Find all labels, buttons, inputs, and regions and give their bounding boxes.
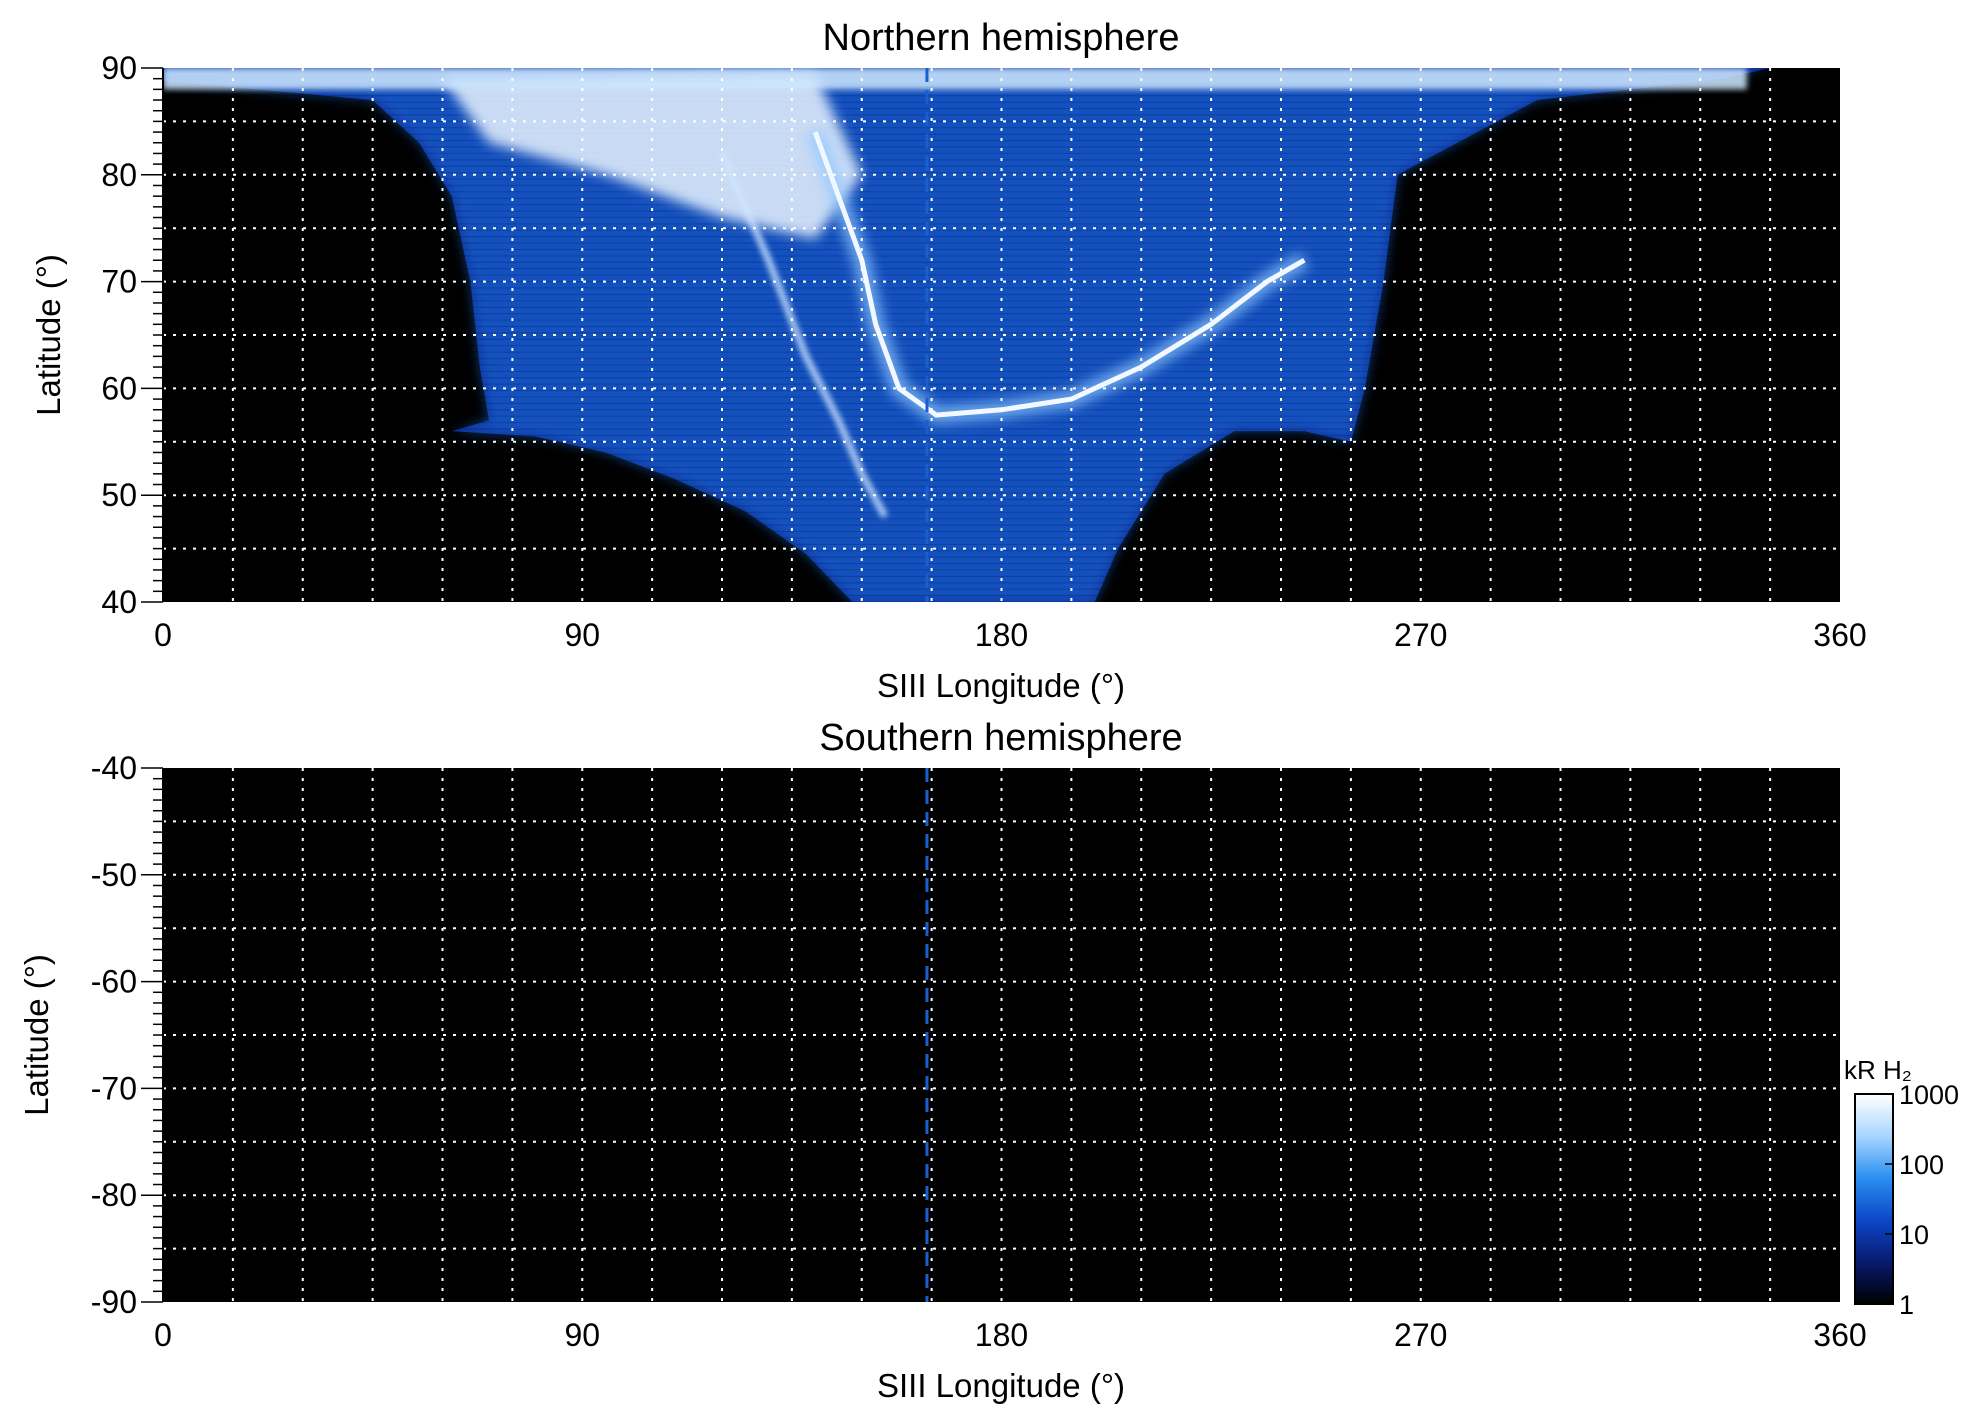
south-x-axis-label: SIII Longitude (°) [877,1367,1125,1404]
colorbar-ticks: 1 10 100 1000 [1885,1080,1959,1320]
x-tick-label: 0 [154,617,172,653]
north-x-axis-label: SIII Longitude (°) [877,667,1125,704]
colorbar-tick-label: 100 [1899,1150,1944,1180]
x-tick-label: 90 [564,617,600,653]
y-tick-label: -80 [91,1177,137,1213]
north-panel: Northern hemisphere 40 50 60 70 80 90 0 90 180 27… [30,17,1867,704]
colorbar-tick-label: 10 [1899,1220,1929,1250]
main-oval [812,131,1306,418]
bright-polar-region [442,73,862,239]
secondary-arc [718,152,889,519]
x-tick-label: 270 [1394,617,1447,653]
colorbar-tick-label: 1000 [1899,1080,1959,1110]
y-tick-label: 50 [101,477,137,513]
y-tick-label: -90 [91,1284,137,1320]
y-tick-label: -60 [91,964,137,1000]
y-tick-label: 40 [101,584,137,620]
x-tick-label: 180 [975,617,1028,653]
colorbar-title: kR H₂ [1844,1055,1912,1085]
south-plot-area [163,768,1840,1302]
colorbar: kR H₂ 1 10 100 1000 [1844,1055,1959,1320]
north-ticks: 40 50 60 70 80 90 0 90 180 270 360 [101,50,1866,653]
coverage-haze [163,68,1771,602]
y-tick-label: -40 [91,750,137,786]
south-panel: Southern hemisphere -40 -50 -60 -70 -80 -90 0 9… [18,717,1867,1404]
y-tick-label: 70 [101,264,137,300]
colorbar-tick-label: 1 [1899,1290,1914,1320]
south-y-axis-label: Latitude (°) [18,954,55,1116]
north-y-axis-label: Latitude (°) [30,254,67,416]
y-tick-label: 80 [101,157,137,193]
x-tick-label: 270 [1394,1317,1447,1353]
y-tick-label: -70 [91,1070,137,1106]
x-tick-label: 0 [154,1317,172,1353]
y-tick-label: -50 [91,857,137,893]
x-tick-label: 360 [1813,1317,1866,1353]
x-tick-label: 180 [975,1317,1028,1353]
y-tick-label: 90 [101,50,137,86]
north-panel-title: Northern hemisphere [823,17,1180,59]
x-tick-label: 360 [1813,617,1866,653]
south-ticks: -40 -50 -60 -70 -80 -90 0 90 180 270 360 [91,750,1867,1353]
colorbar-gradient [1854,1093,1894,1305]
x-tick-label: 90 [564,1317,600,1353]
south-panel-title: Southern hemisphere [819,717,1182,759]
y-tick-label: 60 [101,370,137,406]
polar-band [163,68,1747,90]
